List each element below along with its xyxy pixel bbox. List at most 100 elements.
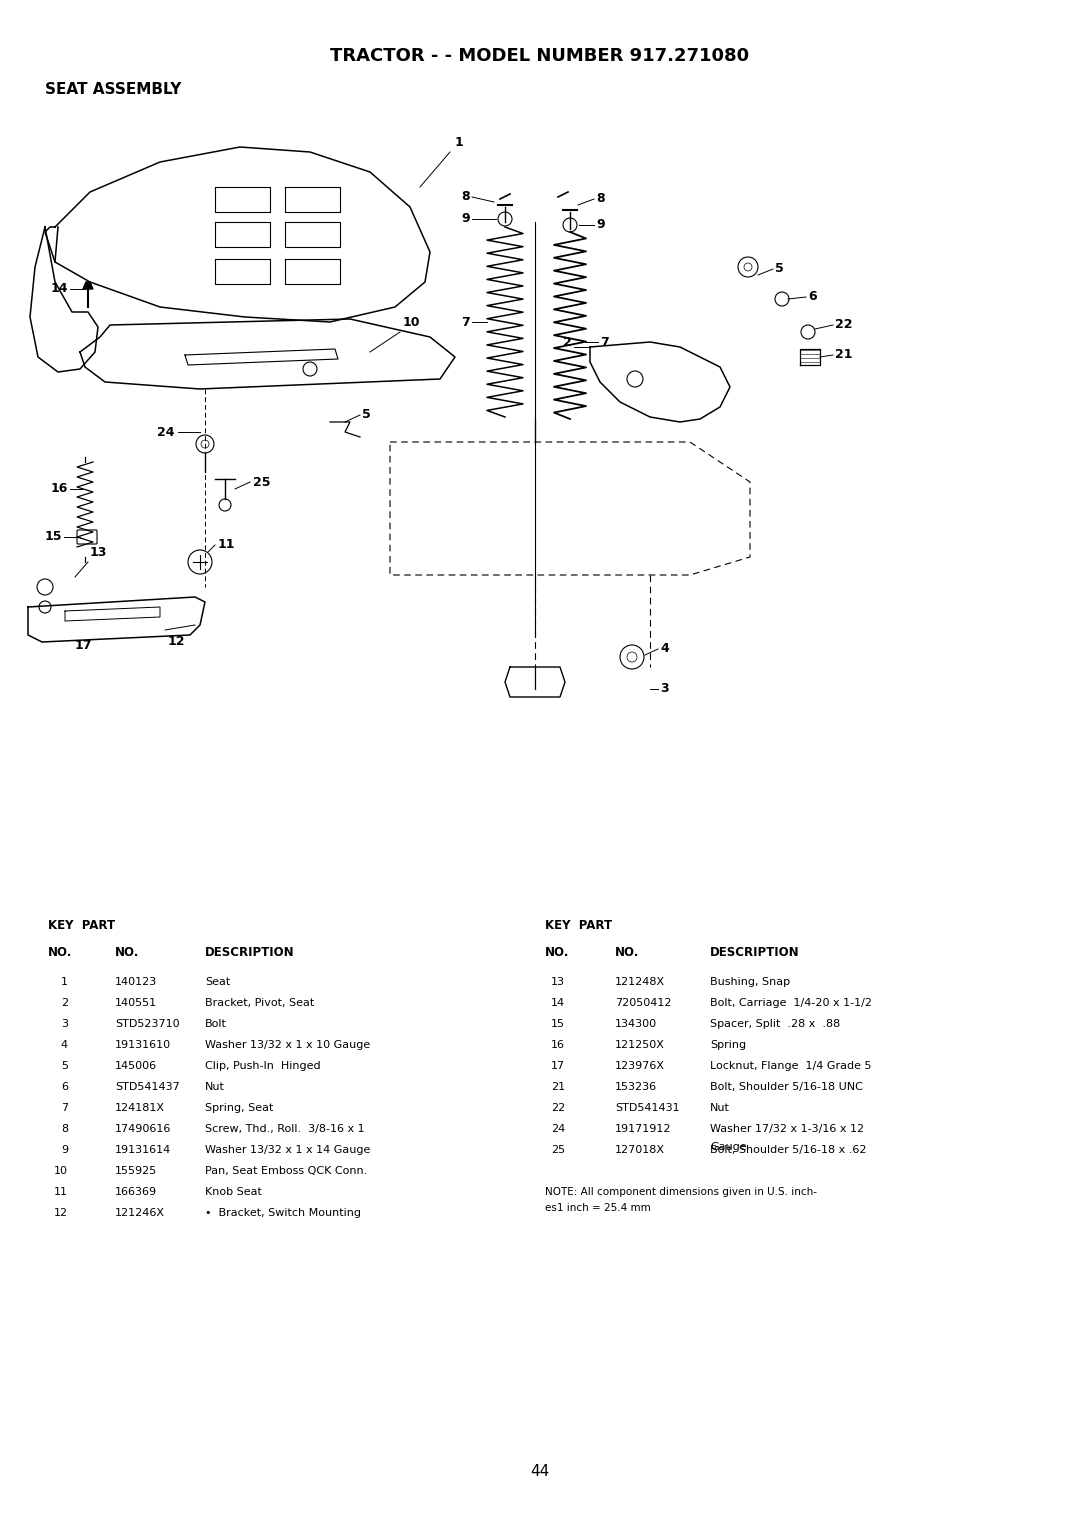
Text: 155925: 155925 bbox=[114, 1167, 158, 1176]
Text: 9: 9 bbox=[461, 212, 470, 226]
Text: 15: 15 bbox=[551, 1019, 565, 1028]
Text: •  Bracket, Switch Mounting: • Bracket, Switch Mounting bbox=[205, 1208, 361, 1217]
Text: 1: 1 bbox=[455, 135, 463, 149]
Text: 22: 22 bbox=[835, 318, 852, 332]
Text: Bushing, Snap: Bushing, Snap bbox=[710, 978, 791, 987]
Text: 121250X: 121250X bbox=[615, 1041, 665, 1050]
Text: 16: 16 bbox=[551, 1041, 565, 1050]
Text: Bolt, Shoulder 5/16-18 x .62: Bolt, Shoulder 5/16-18 x .62 bbox=[710, 1145, 866, 1154]
Text: Washer 13/32 x 1 x 10 Gauge: Washer 13/32 x 1 x 10 Gauge bbox=[205, 1041, 370, 1050]
Text: 4: 4 bbox=[660, 642, 669, 655]
Text: STD541431: STD541431 bbox=[615, 1104, 679, 1113]
Text: 166369: 166369 bbox=[114, 1187, 157, 1197]
Text: Screw, Thd., Roll.  3/8-16 x 1: Screw, Thd., Roll. 3/8-16 x 1 bbox=[205, 1124, 365, 1134]
Text: Clip, Push-In  Hinged: Clip, Push-In Hinged bbox=[205, 1061, 321, 1071]
Text: NO.: NO. bbox=[48, 945, 72, 959]
Text: SEAT ASSEMBLY: SEAT ASSEMBLY bbox=[45, 81, 181, 97]
Text: es1 inch = 25.4 mm: es1 inch = 25.4 mm bbox=[545, 1202, 651, 1213]
Text: 5: 5 bbox=[362, 409, 370, 421]
Text: Bolt: Bolt bbox=[205, 1019, 227, 1028]
Text: Knob Seat: Knob Seat bbox=[205, 1187, 261, 1197]
Text: 15: 15 bbox=[44, 530, 62, 544]
Text: 1: 1 bbox=[60, 978, 68, 987]
Text: 12: 12 bbox=[54, 1208, 68, 1217]
Text: 11: 11 bbox=[218, 538, 235, 552]
Text: 17490616: 17490616 bbox=[114, 1124, 172, 1134]
Text: 13: 13 bbox=[551, 978, 565, 987]
Text: 21: 21 bbox=[835, 349, 852, 361]
Text: 14: 14 bbox=[551, 998, 565, 1008]
Text: 8: 8 bbox=[461, 191, 470, 203]
Text: 7: 7 bbox=[600, 335, 609, 349]
Text: 5: 5 bbox=[775, 263, 784, 275]
Text: 153236: 153236 bbox=[615, 1082, 657, 1091]
Text: Locknut, Flange  1/4 Grade 5: Locknut, Flange 1/4 Grade 5 bbox=[710, 1061, 872, 1071]
Text: Nut: Nut bbox=[205, 1082, 225, 1091]
Text: 140551: 140551 bbox=[114, 998, 157, 1008]
Text: NO.: NO. bbox=[615, 945, 639, 959]
Text: 7: 7 bbox=[461, 315, 470, 329]
Text: 8: 8 bbox=[60, 1124, 68, 1134]
Text: 9: 9 bbox=[60, 1145, 68, 1154]
Text: 12: 12 bbox=[168, 635, 186, 649]
Text: 13: 13 bbox=[90, 546, 107, 559]
Text: NOTE: All component dimensions given in U.S. inch-: NOTE: All component dimensions given in … bbox=[545, 1187, 816, 1197]
Text: 127018X: 127018X bbox=[615, 1145, 665, 1154]
Text: 121248X: 121248X bbox=[615, 978, 665, 987]
Text: Seat: Seat bbox=[205, 978, 230, 987]
Polygon shape bbox=[83, 281, 93, 289]
Text: 7: 7 bbox=[60, 1104, 68, 1113]
Text: 24: 24 bbox=[551, 1124, 565, 1134]
Text: KEY  PART: KEY PART bbox=[545, 919, 612, 931]
Text: 8: 8 bbox=[596, 192, 605, 206]
Text: 16: 16 bbox=[51, 483, 68, 495]
Text: 121246X: 121246X bbox=[114, 1208, 165, 1217]
Text: Spring: Spring bbox=[710, 1041, 746, 1050]
Text: Spring, Seat: Spring, Seat bbox=[205, 1104, 273, 1113]
Text: STD523710: STD523710 bbox=[114, 1019, 179, 1028]
Text: 123976X: 123976X bbox=[615, 1061, 665, 1071]
Text: 134300: 134300 bbox=[615, 1019, 657, 1028]
Text: 10: 10 bbox=[403, 317, 420, 329]
Text: NO.: NO. bbox=[545, 945, 569, 959]
Text: 44: 44 bbox=[530, 1465, 550, 1479]
Text: Bolt, Shoulder 5/16-18 UNC: Bolt, Shoulder 5/16-18 UNC bbox=[710, 1082, 863, 1091]
Text: 21: 21 bbox=[551, 1082, 565, 1091]
Text: Gauge: Gauge bbox=[710, 1142, 746, 1151]
Text: 17: 17 bbox=[551, 1061, 565, 1071]
Text: 17: 17 bbox=[75, 639, 93, 652]
Text: 9: 9 bbox=[596, 218, 605, 232]
Text: 19131614: 19131614 bbox=[114, 1145, 172, 1154]
Text: 5: 5 bbox=[60, 1061, 68, 1071]
Text: 19171912: 19171912 bbox=[615, 1124, 672, 1134]
Text: 3: 3 bbox=[660, 682, 669, 696]
Text: 10: 10 bbox=[54, 1167, 68, 1176]
Text: DESCRIPTION: DESCRIPTION bbox=[205, 945, 295, 959]
Text: NO.: NO. bbox=[114, 945, 139, 959]
Text: 19131610: 19131610 bbox=[114, 1041, 171, 1050]
Text: DESCRIPTION: DESCRIPTION bbox=[710, 945, 799, 959]
Text: 24: 24 bbox=[158, 426, 175, 438]
Text: 2: 2 bbox=[60, 998, 68, 1008]
Text: Washer 17/32 x 1-3/16 x 12: Washer 17/32 x 1-3/16 x 12 bbox=[710, 1124, 864, 1134]
Text: Pan, Seat Emboss QCK Conn.: Pan, Seat Emboss QCK Conn. bbox=[205, 1167, 367, 1176]
Text: 6: 6 bbox=[808, 290, 816, 303]
Text: 22: 22 bbox=[551, 1104, 565, 1113]
Text: Spacer, Split  .28 x  .88: Spacer, Split .28 x .88 bbox=[710, 1019, 840, 1028]
Text: 6: 6 bbox=[60, 1082, 68, 1091]
Text: 14: 14 bbox=[51, 283, 68, 295]
Text: 72050412: 72050412 bbox=[615, 998, 672, 1008]
Text: Bracket, Pivot, Seat: Bracket, Pivot, Seat bbox=[205, 998, 314, 1008]
Text: 124181X: 124181X bbox=[114, 1104, 165, 1113]
Text: Washer 13/32 x 1 x 14 Gauge: Washer 13/32 x 1 x 14 Gauge bbox=[205, 1145, 370, 1154]
Text: STD541437: STD541437 bbox=[114, 1082, 179, 1091]
Text: 11: 11 bbox=[54, 1187, 68, 1197]
Text: 3: 3 bbox=[60, 1019, 68, 1028]
Text: 4: 4 bbox=[60, 1041, 68, 1050]
Text: TRACTOR - - MODEL NUMBER 917.271080: TRACTOR - - MODEL NUMBER 917.271080 bbox=[330, 48, 750, 65]
Text: Bolt, Carriage  1/4-20 x 1-1/2: Bolt, Carriage 1/4-20 x 1-1/2 bbox=[710, 998, 872, 1008]
Text: KEY  PART: KEY PART bbox=[48, 919, 116, 931]
Text: 140123: 140123 bbox=[114, 978, 158, 987]
Text: 25: 25 bbox=[551, 1145, 565, 1154]
Text: 2: 2 bbox=[564, 335, 572, 349]
